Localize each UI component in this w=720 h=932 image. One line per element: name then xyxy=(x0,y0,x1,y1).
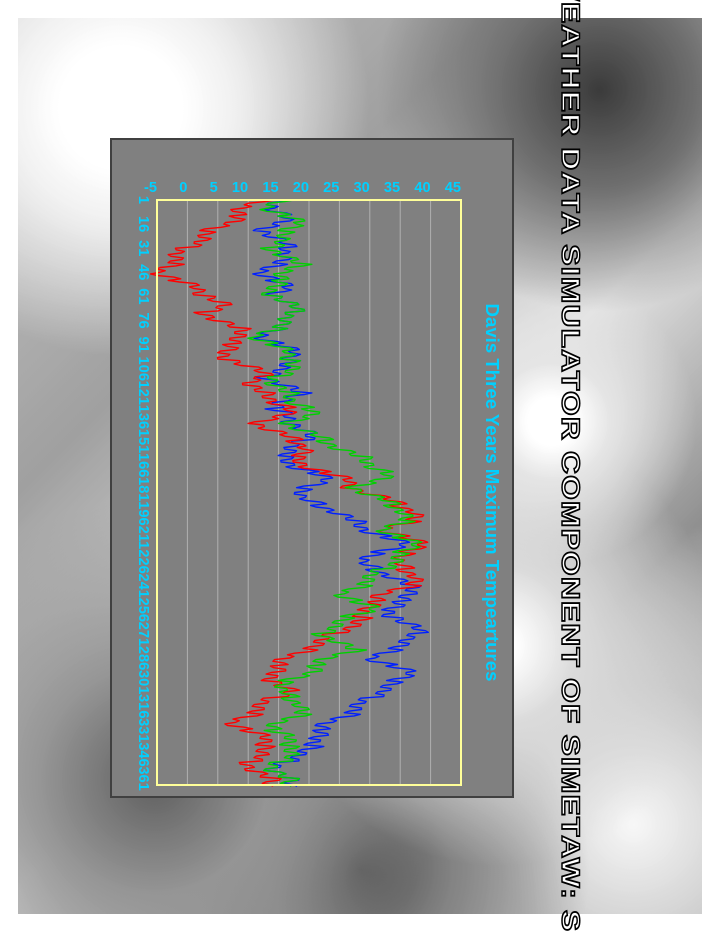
headline-text: THE WEATHER DATA SIMULATOR COMPONENT OF … xyxy=(555,0,584,932)
x-tick-label: 151 xyxy=(135,429,151,453)
x-tick-label: 91 xyxy=(135,337,151,353)
y-tick-label: 10 xyxy=(232,180,248,196)
y-tick-label: 40 xyxy=(414,180,430,196)
y-tick-label: 45 xyxy=(445,180,461,196)
x-tick-label: 136 xyxy=(135,405,151,429)
x-tick-label: 1 xyxy=(135,196,151,204)
x-tick-label: 196 xyxy=(135,501,151,525)
temperature-line-chart: Davis Three Years Maximum Tempeartures -5… xyxy=(112,140,516,800)
x-tick-label: 226 xyxy=(135,549,151,573)
x-tick-label: 361 xyxy=(135,766,151,790)
x-tick-label: 241 xyxy=(135,574,151,598)
y-tick-label: 30 xyxy=(354,180,370,196)
x-tick-label: 301 xyxy=(135,670,151,694)
chart-title: Davis Three Years Maximum Tempeartures xyxy=(482,304,503,682)
y-tick-label: 25 xyxy=(323,180,339,196)
x-tick-label: 16 xyxy=(135,216,151,232)
y-tick-label: 5 xyxy=(210,180,218,196)
x-tick-label: 346 xyxy=(135,742,151,766)
x-tick-label: 31 xyxy=(135,240,151,256)
x-tick-label: 121 xyxy=(135,381,151,405)
x-tick-label: 61 xyxy=(135,288,151,304)
x-tick-label: 106 xyxy=(135,357,151,381)
x-tick-label: 76 xyxy=(135,312,151,328)
x-tick-label: 46 xyxy=(135,264,151,280)
x-tick-label: 211 xyxy=(135,526,151,550)
x-tick-label: 316 xyxy=(135,694,151,718)
x-tick-label: 166 xyxy=(135,453,151,477)
x-tick-label: 286 xyxy=(135,646,151,670)
temperature-chart-panel: Davis Three Years Maximum Tempeartures -5… xyxy=(110,138,514,798)
y-tick-label: 15 xyxy=(262,180,278,196)
y-tick-label: -5 xyxy=(144,180,157,196)
x-tick-label: 271 xyxy=(135,622,151,646)
x-tick-label: 331 xyxy=(135,718,151,742)
x-tick-label: 181 xyxy=(135,477,151,501)
y-tick-label: 35 xyxy=(384,180,400,196)
slide-page: THE WEATHER DATA SIMULATOR COMPONENT OF … xyxy=(0,0,720,932)
y-tick-label: 20 xyxy=(293,180,309,196)
y-tick-label: 0 xyxy=(179,180,187,196)
x-tick-label: 256 xyxy=(135,598,151,622)
